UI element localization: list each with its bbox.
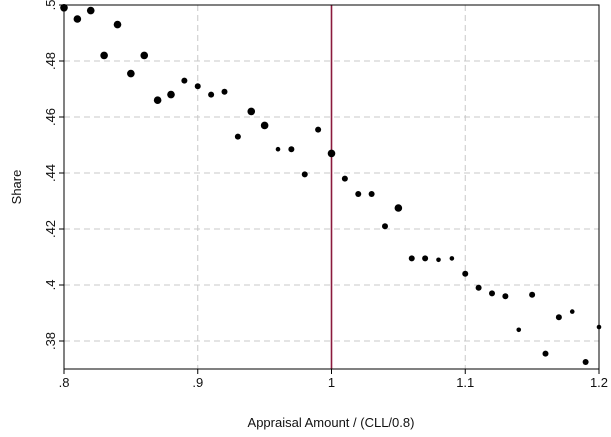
y-tick-label: .38: [43, 332, 58, 350]
data-point: [516, 327, 522, 333]
data-point: [449, 256, 455, 261]
x-tick-label: .9: [192, 375, 203, 390]
data-point: [489, 290, 495, 297]
data-point: [275, 146, 281, 152]
y-tick-label: .4: [43, 280, 58, 291]
data-point: [355, 191, 362, 197]
data-point: [555, 314, 562, 321]
data-point: [422, 255, 429, 262]
data-point: [86, 6, 95, 15]
x-tick-label: 1.2: [590, 375, 608, 390]
data-point: [288, 146, 295, 153]
data-point: [327, 149, 336, 158]
data-point: [529, 291, 536, 298]
data-point: [153, 96, 162, 104]
y-axis-ticks: .38 .4 .42 .44 .46 .48 .5: [43, 0, 64, 350]
data-point: [140, 51, 149, 60]
y-tick-label: .46: [43, 108, 58, 126]
data-point: [475, 284, 482, 291]
data-point: [502, 293, 509, 300]
data-point: [221, 88, 228, 95]
data-point: [127, 69, 135, 78]
data-point: [542, 350, 549, 357]
data-point: [181, 77, 188, 84]
data-point: [382, 223, 388, 230]
y-tick-label: .42: [43, 220, 58, 238]
data-point: [408, 255, 415, 262]
data-point: [167, 90, 175, 99]
y-tick-label: .5: [43, 0, 58, 10]
data-point: [234, 133, 241, 140]
y-axis-label: Share: [9, 170, 24, 205]
data-point: [341, 175, 348, 182]
y-tick-label: .44: [43, 164, 58, 182]
x-tick-label: 1.1: [456, 375, 474, 390]
data-point: [194, 83, 201, 90]
data-point: [462, 270, 469, 277]
data-point: [73, 15, 82, 23]
data-points: [60, 4, 602, 365]
data-point: [113, 20, 122, 29]
x-axis-label: Appraisal Amount / (CLL/0.8): [248, 415, 415, 430]
data-point: [247, 107, 256, 116]
data-point: [394, 204, 403, 212]
data-point: [100, 51, 108, 60]
x-axis-ticks: .8 .9 1 1.1 1.2: [59, 369, 608, 390]
data-point: [208, 91, 215, 98]
data-point: [582, 359, 589, 365]
data-point: [301, 171, 308, 178]
x-tick-label: .8: [59, 375, 70, 390]
data-point: [368, 191, 375, 197]
y-tick-label: .48: [43, 52, 58, 70]
data-point: [569, 309, 575, 314]
data-point: [260, 121, 269, 130]
data-point: [436, 257, 441, 263]
x-tick-label: 1: [328, 375, 335, 390]
data-point: [315, 126, 322, 133]
